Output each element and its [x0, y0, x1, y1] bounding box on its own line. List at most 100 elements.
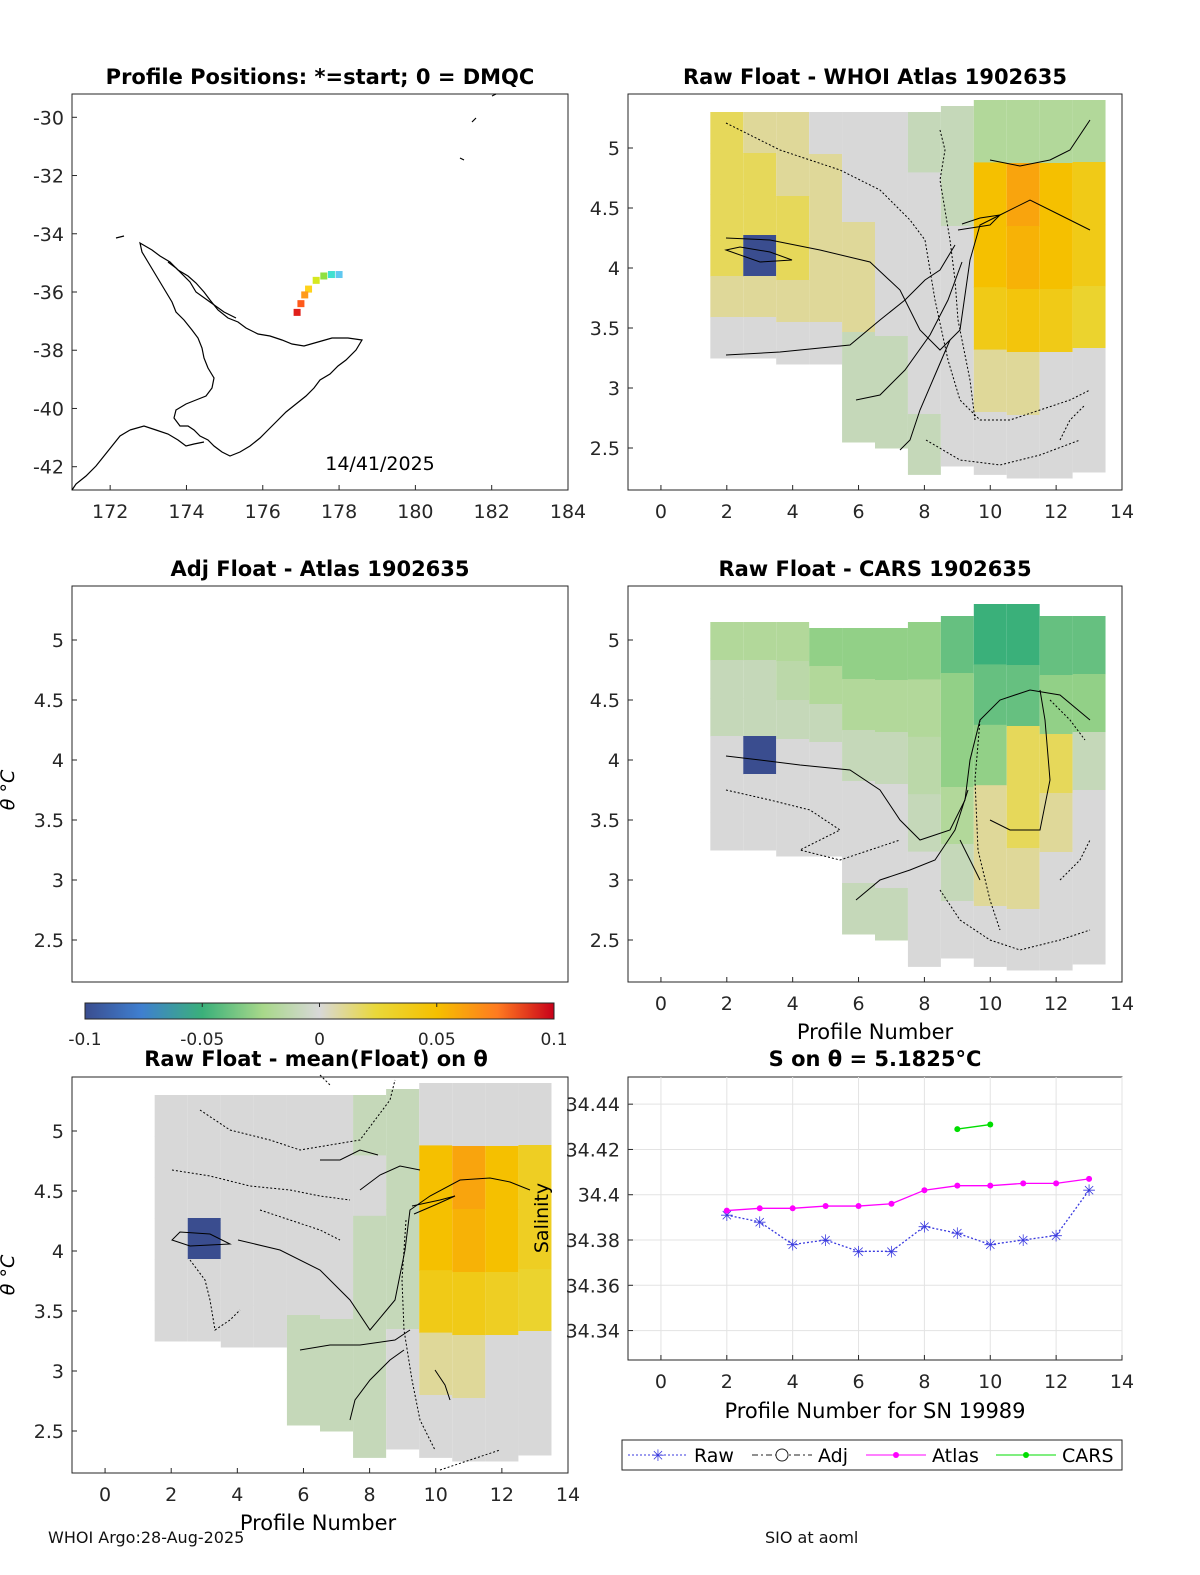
whoi-heatmap-cell — [1072, 100, 1106, 163]
cars-heatmap-cell — [809, 704, 843, 743]
cars-heatmap-cell — [907, 851, 941, 910]
sal-ylabel: Salinity — [531, 1183, 553, 1253]
whoi-ytick-label: 3.5 — [590, 318, 620, 340]
map-xtick-label: 184 — [550, 501, 586, 523]
cars-ytick-label: 4.5 — [590, 690, 620, 712]
whoi-heatmap-cell — [1039, 100, 1073, 164]
whoi-ytick-label: 5 — [608, 138, 620, 160]
cars-contours — [725, 689, 1091, 901]
mean-heatmap-cell — [353, 1215, 387, 1277]
mean-heatmap-cell — [320, 1207, 354, 1264]
mean-heatmap-cell — [419, 1145, 453, 1209]
legend-atlas-marker — [893, 1452, 899, 1458]
cars-xticks: 0 2 4 6 8 10 12 14 — [655, 977, 1134, 1015]
map-ytick-label: -40 — [33, 398, 64, 420]
sal-xtick-label: 10 — [978, 1371, 1002, 1393]
mean-dotted-contours — [171, 1074, 501, 1471]
sal-atlas-point — [921, 1187, 928, 1194]
mean-heatmap-cell — [485, 1209, 519, 1273]
whoi-ytick-label: 2.5 — [590, 438, 620, 460]
mean-ytick-label: 4.5 — [34, 1181, 64, 1203]
cars-ytick-label: 4 — [608, 750, 620, 772]
whoi-xtick-label: 10 — [978, 501, 1002, 523]
map-profile-point — [293, 308, 301, 316]
mean-heatmap-cell — [253, 1305, 287, 1348]
mean-heatmap-cell — [253, 1095, 287, 1138]
map-ytick-label: -42 — [33, 457, 64, 479]
adj-ytick-label: 4.5 — [34, 690, 64, 712]
cars-ytick-label: 5 — [608, 630, 620, 652]
whoi-heatmap-cell — [1072, 224, 1106, 287]
whoi-heatmap-cell — [809, 196, 843, 239]
cars-xtick-label: 0 — [655, 993, 667, 1015]
cars-heatmap-cell — [776, 622, 810, 662]
mean-heatmap-cell — [518, 1083, 552, 1146]
colorbar-tick-label: 0.05 — [418, 1030, 456, 1050]
cars-heatmap-cell — [842, 832, 875, 884]
cars-heatmap-cell — [940, 616, 974, 674]
mean-heatmap-cell — [220, 1137, 254, 1180]
adj-ytick-label: 5 — [52, 630, 64, 652]
cars-ytick-label: 3 — [608, 870, 620, 892]
footer-left: WHOI Argo:28-Aug-2025 — [48, 1528, 245, 1547]
cars-heatmap-cell — [710, 774, 744, 813]
cars-heatmap-cell — [940, 673, 974, 731]
colorbar-tick-label: -0.1 — [68, 1030, 101, 1050]
map-profile-point — [301, 291, 309, 299]
whoi-heatmap-cell — [710, 235, 744, 277]
cars-heatmap-cell — [875, 888, 908, 941]
cars-dotted-contours — [725, 699, 1091, 951]
map-xtick-label: 176 — [245, 501, 281, 523]
whoi-xtick-label: 12 — [1044, 501, 1068, 523]
whoi-heatmap-cell — [973, 162, 1007, 226]
cars-xtick-label: 2 — [721, 993, 733, 1015]
mean-heatmap-cell — [286, 1370, 320, 1426]
whoi-xtick-label: 4 — [787, 501, 799, 523]
whoi-heatmap-cell — [1006, 289, 1040, 353]
mean-heatmap-cell — [154, 1177, 188, 1219]
sal-atlas-point — [1086, 1175, 1093, 1182]
sal-ytick-label: 34.38 — [566, 1230, 620, 1252]
cars-heatmap-cell — [743, 736, 777, 775]
mean-heatmap-cell — [220, 1305, 254, 1348]
cars-heatmap-cell — [875, 732, 908, 785]
mean-heatmap-cell — [485, 1335, 519, 1399]
map-yticks: -30 -32 -34 -36 -38 -40 -42 — [33, 107, 77, 479]
whoi-heatmap-cell — [1006, 415, 1040, 479]
mean-ytick-label: 4 — [52, 1241, 64, 1263]
cars-yticks: 2.5 3 3.5 4 4.5 5 — [590, 630, 633, 952]
whoi-heatmap-cell — [743, 317, 777, 359]
whoi-heatmap-cell — [842, 167, 875, 223]
cars-heatmap-cell — [776, 700, 810, 740]
map-ytick-label: -30 — [33, 107, 64, 129]
colorbar-tick-label: 0.1 — [540, 1030, 567, 1050]
mean-heatmap-cell — [452, 1083, 486, 1147]
mean-heatmap-cell — [154, 1259, 188, 1301]
cars-heatmap-cell — [875, 628, 908, 681]
whoi-heatmap-cell — [743, 276, 777, 318]
cars-heatmap-cell — [842, 730, 875, 782]
whoi-ytick-label: 3 — [608, 378, 620, 400]
cars-heatmap-cell — [1072, 906, 1106, 965]
whoi-heatmap-cell — [1006, 226, 1040, 290]
whoi-heatmap-cell — [940, 346, 974, 407]
mean-heatmap-cell — [353, 1336, 387, 1398]
adj-ytick-label: 4 — [52, 750, 64, 772]
cars-heatmap-cell — [842, 679, 875, 731]
sal-xtick-label: 14 — [1110, 1371, 1134, 1393]
map-profile-point — [305, 285, 313, 293]
cars-heatmap-cell — [1006, 604, 1040, 666]
whoi-heatmap-cell — [1072, 162, 1106, 225]
adj-axes — [71, 585, 569, 983]
mean-heatmap-cell — [286, 1260, 320, 1316]
cars-heatmap-cell — [743, 622, 777, 661]
cars-xtick-label: 10 — [978, 993, 1002, 1015]
panel-cars: Raw Float - CARS 1902635 0 2 4 6 8 10 12 14 2.5… — [590, 557, 1134, 1044]
mean-xtick-label: 6 — [297, 1484, 309, 1506]
sal-atlas-point — [1053, 1180, 1060, 1187]
legend-cars-label: CARS — [1062, 1445, 1114, 1467]
cars-ytick-label: 3.5 — [590, 810, 620, 832]
mean-ytick-label: 5 — [52, 1121, 64, 1143]
sal-ytick-label: 34.42 — [566, 1139, 620, 1161]
cars-heatmap-cell — [1039, 616, 1073, 676]
